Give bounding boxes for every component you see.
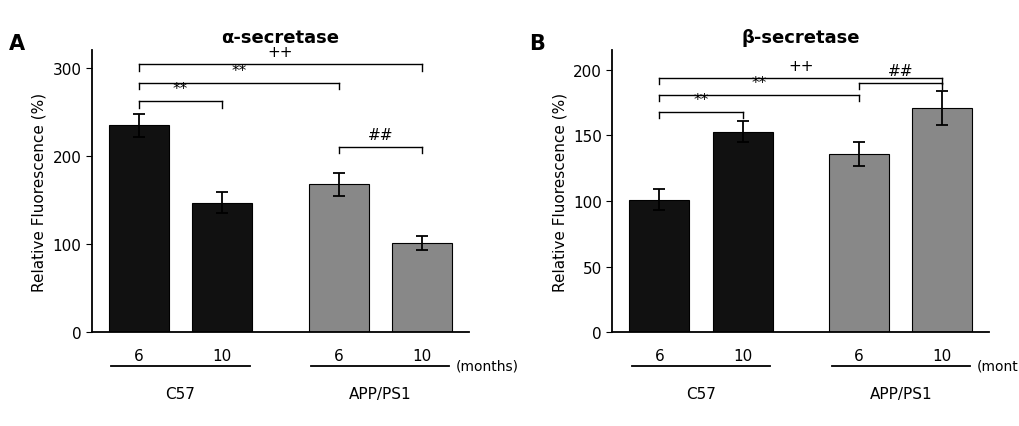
Y-axis label: Relative Fluorescence (%): Relative Fluorescence (%) <box>552 92 567 291</box>
Text: 10: 10 <box>733 348 751 363</box>
Text: 6: 6 <box>853 348 863 363</box>
Text: 6: 6 <box>654 348 663 363</box>
Bar <box>911 109 971 332</box>
Text: B: B <box>529 34 544 54</box>
Text: ++: ++ <box>267 45 292 60</box>
Title: α-secretase: α-secretase <box>221 29 339 47</box>
Bar <box>629 200 689 332</box>
Text: 6: 6 <box>133 348 144 363</box>
Text: **: ** <box>693 92 708 107</box>
Text: 10: 10 <box>931 348 951 363</box>
Text: (months): (months) <box>455 359 519 373</box>
Text: 10: 10 <box>412 348 431 363</box>
Text: **: ** <box>231 63 247 78</box>
Bar <box>828 155 889 332</box>
Bar <box>309 185 368 332</box>
Y-axis label: Relative Fluorescence (%): Relative Fluorescence (%) <box>32 92 47 291</box>
Bar <box>192 203 252 332</box>
Bar <box>109 126 169 332</box>
Text: ++: ++ <box>788 58 813 73</box>
Title: β-secretase: β-secretase <box>741 29 859 47</box>
Text: APP/PS1: APP/PS1 <box>348 386 411 401</box>
Text: C57: C57 <box>686 386 715 401</box>
Bar <box>391 244 451 332</box>
Text: ##: ## <box>888 63 913 78</box>
Text: **: ** <box>172 82 187 97</box>
Text: ##: ## <box>367 127 392 142</box>
Text: 6: 6 <box>333 348 343 363</box>
Text: APP/PS1: APP/PS1 <box>868 386 931 401</box>
Text: A: A <box>9 34 24 54</box>
Text: (months): (months) <box>975 359 1019 373</box>
Text: **: ** <box>751 75 766 90</box>
Bar <box>712 132 771 332</box>
Text: C57: C57 <box>165 386 196 401</box>
Text: 10: 10 <box>212 348 231 363</box>
